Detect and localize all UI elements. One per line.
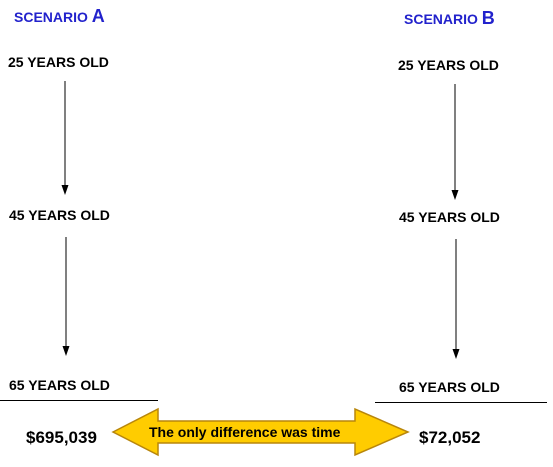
scenario-a-amount: $695,039 [26, 428, 97, 447]
scenario-b-arrow-45-to-65 [452, 239, 460, 359]
scenario-a-age-65: 65 YEARS OLD [9, 377, 110, 393]
scenario-b-age-45: 45 YEARS OLD [399, 209, 500, 225]
scenario-b-arrow-25-to-45 [451, 84, 459, 200]
scenario-a-title-prefix: SCENARIO [14, 9, 92, 25]
banner-text: The only difference was time [149, 424, 341, 440]
scenario-b-age-65: 65 YEARS OLD [399, 379, 500, 395]
scenario-a-title-letter: A [91, 6, 105, 26]
scenario-b-total-rule [375, 402, 547, 403]
scenario-a-age-25: 25 YEARS OLD [8, 54, 109, 70]
scenario-b-title: SCENARIO B [404, 8, 495, 29]
scenario-a-arrow-25-to-45 [61, 81, 69, 195]
scenario-a-title: SCENARIO A [14, 6, 105, 27]
scenario-b-title-prefix: SCENARIO [404, 11, 482, 27]
scenario-b-age-25: 25 YEARS OLD [398, 57, 499, 73]
scenario-a-age-45: 45 YEARS OLD [9, 207, 110, 223]
banner-arrow-shape [111, 407, 410, 457]
scenario-b-amount: $72,052 [419, 428, 481, 447]
difference-banner-arrow [111, 407, 410, 457]
scenario-a-arrow-45-to-65 [62, 237, 70, 356]
scenario-b-title-letter: B [481, 8, 495, 28]
scenario-a-total-rule [0, 400, 158, 401]
